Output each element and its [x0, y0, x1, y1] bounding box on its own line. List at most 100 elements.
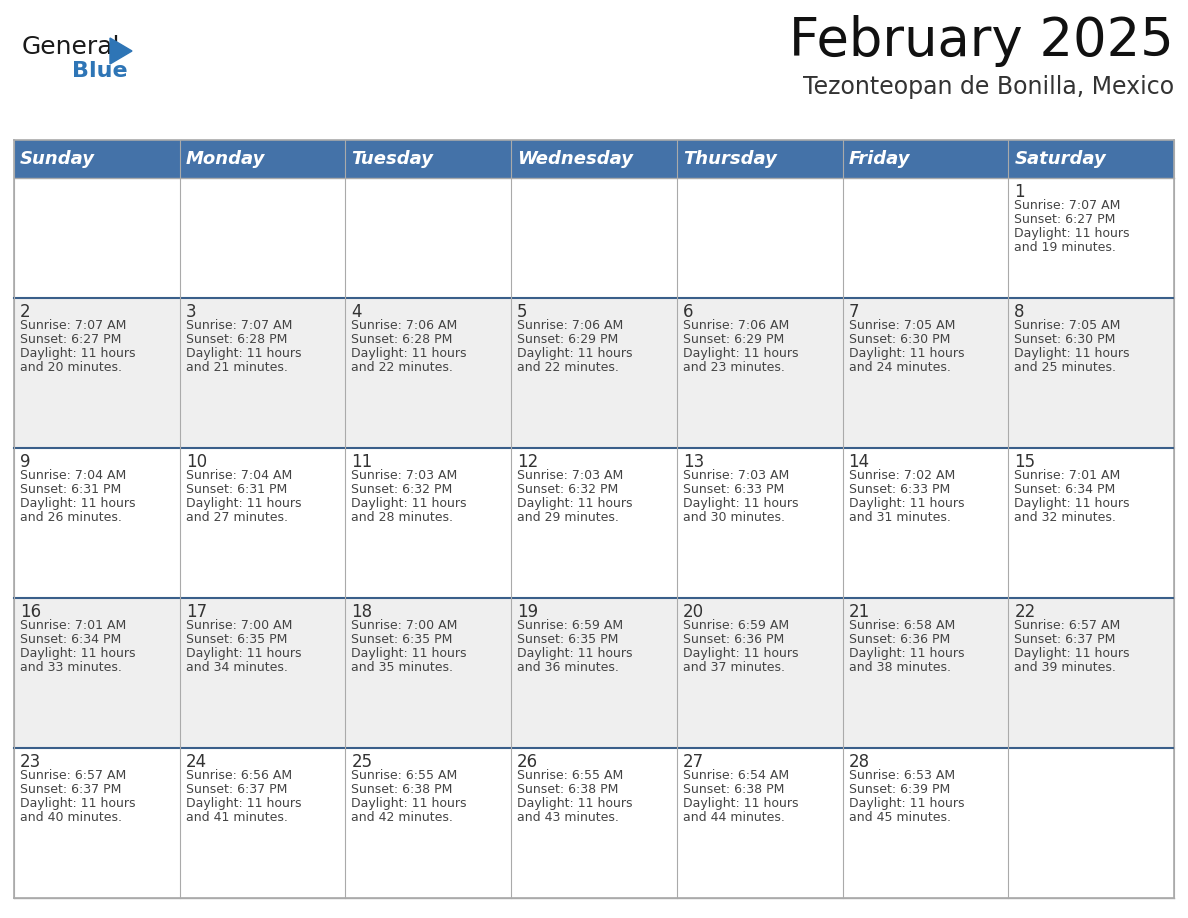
Text: Thursday: Thursday	[683, 150, 777, 168]
Text: Sunrise: 6:55 AM: Sunrise: 6:55 AM	[517, 769, 624, 782]
Bar	[346, 748, 511, 898]
Text: Sunset: 6:37 PM: Sunset: 6:37 PM	[20, 783, 121, 796]
Text: 15: 15	[1015, 453, 1036, 471]
Text: Sunrise: 7:06 AM: Sunrise: 7:06 AM	[352, 319, 457, 332]
Text: Sunset: 6:30 PM: Sunset: 6:30 PM	[1015, 333, 1116, 346]
Text: and 40 minutes.: and 40 minutes.	[20, 811, 122, 824]
Text: Sunday: Sunday	[20, 150, 95, 168]
Text: Daylight: 11 hours: Daylight: 11 hours	[683, 347, 798, 360]
Bar	[179, 448, 346, 598]
Bar	[842, 298, 1009, 448]
Text: Sunrise: 7:02 AM: Sunrise: 7:02 AM	[848, 469, 955, 482]
Text: Monday: Monday	[185, 150, 265, 168]
Text: Tezonteopan de Bonilla, Mexico: Tezonteopan de Bonilla, Mexico	[803, 75, 1174, 99]
Text: Sunset: 6:36 PM: Sunset: 6:36 PM	[683, 633, 784, 646]
Text: Sunrise: 6:59 AM: Sunrise: 6:59 AM	[683, 619, 789, 632]
Text: and 36 minutes.: and 36 minutes.	[517, 661, 619, 674]
Text: Sunrise: 7:05 AM: Sunrise: 7:05 AM	[1015, 319, 1120, 332]
Bar	[179, 298, 346, 448]
Bar	[511, 178, 677, 298]
Text: Sunset: 6:27 PM: Sunset: 6:27 PM	[1015, 213, 1116, 226]
Text: Daylight: 11 hours: Daylight: 11 hours	[683, 497, 798, 510]
Bar	[14, 748, 179, 898]
Bar	[1009, 598, 1174, 748]
Text: and 44 minutes.: and 44 minutes.	[683, 811, 785, 824]
Text: Sunrise: 6:57 AM: Sunrise: 6:57 AM	[20, 769, 126, 782]
Text: 1: 1	[1015, 183, 1025, 201]
Bar	[346, 448, 511, 598]
Text: and 22 minutes.: and 22 minutes.	[352, 361, 454, 374]
Text: Sunrise: 6:59 AM: Sunrise: 6:59 AM	[517, 619, 624, 632]
Text: Daylight: 11 hours: Daylight: 11 hours	[683, 647, 798, 660]
Text: 21: 21	[848, 603, 870, 621]
Text: Wednesday: Wednesday	[517, 150, 633, 168]
Text: Sunrise: 7:01 AM: Sunrise: 7:01 AM	[1015, 469, 1120, 482]
Bar	[179, 748, 346, 898]
Text: Daylight: 11 hours: Daylight: 11 hours	[517, 647, 633, 660]
Bar	[842, 748, 1009, 898]
Text: Daylight: 11 hours: Daylight: 11 hours	[352, 347, 467, 360]
Bar	[842, 448, 1009, 598]
Text: Sunrise: 7:06 AM: Sunrise: 7:06 AM	[683, 319, 789, 332]
Text: Sunrise: 7:00 AM: Sunrise: 7:00 AM	[185, 619, 292, 632]
Text: Daylight: 11 hours: Daylight: 11 hours	[352, 797, 467, 810]
Text: Sunset: 6:29 PM: Sunset: 6:29 PM	[517, 333, 619, 346]
Text: 5: 5	[517, 303, 527, 321]
Text: Sunset: 6:33 PM: Sunset: 6:33 PM	[848, 483, 950, 496]
Text: Daylight: 11 hours: Daylight: 11 hours	[1015, 347, 1130, 360]
Text: Sunset: 6:28 PM: Sunset: 6:28 PM	[352, 333, 453, 346]
Bar	[511, 748, 677, 898]
Text: Sunset: 6:38 PM: Sunset: 6:38 PM	[352, 783, 453, 796]
Text: Daylight: 11 hours: Daylight: 11 hours	[20, 797, 135, 810]
Text: Sunset: 6:34 PM: Sunset: 6:34 PM	[20, 633, 121, 646]
Text: Daylight: 11 hours: Daylight: 11 hours	[848, 797, 965, 810]
Text: and 31 minutes.: and 31 minutes.	[848, 511, 950, 524]
Text: 24: 24	[185, 753, 207, 771]
Text: 19: 19	[517, 603, 538, 621]
Text: Sunset: 6:32 PM: Sunset: 6:32 PM	[352, 483, 453, 496]
Text: 4: 4	[352, 303, 362, 321]
Text: Sunset: 6:29 PM: Sunset: 6:29 PM	[683, 333, 784, 346]
Text: 7: 7	[848, 303, 859, 321]
Text: Daylight: 11 hours: Daylight: 11 hours	[352, 497, 467, 510]
Text: Sunset: 6:35 PM: Sunset: 6:35 PM	[352, 633, 453, 646]
Text: 8: 8	[1015, 303, 1025, 321]
Text: Daylight: 11 hours: Daylight: 11 hours	[185, 347, 302, 360]
Text: Sunrise: 7:05 AM: Sunrise: 7:05 AM	[848, 319, 955, 332]
Text: Sunrise: 7:01 AM: Sunrise: 7:01 AM	[20, 619, 126, 632]
Bar	[1009, 178, 1174, 298]
Text: and 28 minutes.: and 28 minutes.	[352, 511, 454, 524]
Text: Daylight: 11 hours: Daylight: 11 hours	[20, 647, 135, 660]
Text: Sunset: 6:38 PM: Sunset: 6:38 PM	[683, 783, 784, 796]
Text: Sunrise: 7:07 AM: Sunrise: 7:07 AM	[20, 319, 126, 332]
Text: Sunset: 6:34 PM: Sunset: 6:34 PM	[1015, 483, 1116, 496]
Bar	[346, 178, 511, 298]
Text: Sunrise: 6:58 AM: Sunrise: 6:58 AM	[848, 619, 955, 632]
Text: Sunrise: 6:56 AM: Sunrise: 6:56 AM	[185, 769, 292, 782]
Text: Daylight: 11 hours: Daylight: 11 hours	[185, 497, 302, 510]
Text: Sunrise: 7:00 AM: Sunrise: 7:00 AM	[352, 619, 457, 632]
Text: Blue: Blue	[72, 61, 127, 81]
Bar	[14, 448, 179, 598]
Bar	[1009, 298, 1174, 448]
Text: Sunset: 6:37 PM: Sunset: 6:37 PM	[185, 783, 287, 796]
Text: 11: 11	[352, 453, 373, 471]
Text: and 42 minutes.: and 42 minutes.	[352, 811, 454, 824]
Bar	[179, 598, 346, 748]
Text: Sunrise: 7:04 AM: Sunrise: 7:04 AM	[185, 469, 292, 482]
Text: Daylight: 11 hours: Daylight: 11 hours	[352, 647, 467, 660]
Text: 10: 10	[185, 453, 207, 471]
Bar	[677, 448, 842, 598]
Text: Daylight: 11 hours: Daylight: 11 hours	[185, 647, 302, 660]
Bar	[1009, 448, 1174, 598]
Text: 18: 18	[23, 29, 24, 30]
Text: Daylight: 11 hours: Daylight: 11 hours	[1015, 227, 1130, 240]
Text: 22: 22	[1015, 603, 1036, 621]
Bar	[346, 598, 511, 748]
Text: and 23 minutes.: and 23 minutes.	[683, 361, 785, 374]
Text: and 19 minutes.: and 19 minutes.	[1015, 241, 1117, 254]
Text: Sunset: 6:30 PM: Sunset: 6:30 PM	[848, 333, 950, 346]
Text: Sunset: 6:38 PM: Sunset: 6:38 PM	[517, 783, 619, 796]
Text: 13: 13	[683, 453, 704, 471]
Text: Sunrise: 6:54 AM: Sunrise: 6:54 AM	[683, 769, 789, 782]
